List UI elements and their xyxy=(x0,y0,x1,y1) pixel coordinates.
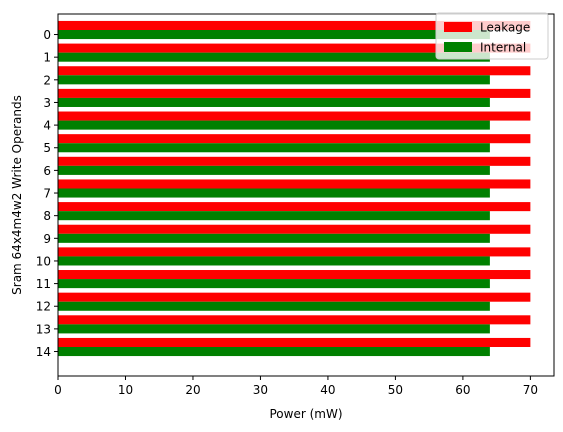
x-tick-label: 70 xyxy=(523,383,538,397)
bar-internal-2 xyxy=(58,75,490,85)
bar-leakage-0 xyxy=(58,20,531,30)
y-tick-label: 2 xyxy=(43,73,51,87)
y-tick-label: 9 xyxy=(43,232,51,246)
bar-leakage-2 xyxy=(58,66,531,76)
bar-leakage-9 xyxy=(58,224,531,234)
legend: Leakage Internal xyxy=(435,12,549,60)
bar-internal-14 xyxy=(58,347,490,357)
y-tick-label: 5 xyxy=(43,141,51,155)
bar-internal-12 xyxy=(58,301,490,311)
y-tick-label: 13 xyxy=(36,322,51,336)
y-tick-label: 6 xyxy=(43,164,51,178)
x-axis-ticks: 0 10 20 30 40 50 60 70 xyxy=(54,376,538,397)
legend-swatch-leakage xyxy=(444,22,472,32)
y-tick-label: 3 xyxy=(43,96,51,110)
plot-frame xyxy=(57,13,555,377)
y-tick-label: 8 xyxy=(43,209,51,223)
bar-internal-11 xyxy=(58,279,490,289)
bar-leakage-6 xyxy=(58,156,531,166)
bar-internal-1 xyxy=(58,52,490,62)
y-tick-label: 7 xyxy=(43,187,51,201)
bar-internal-3 xyxy=(58,97,490,107)
y-tick-label: 0 xyxy=(43,28,51,42)
bar-leakage-4 xyxy=(58,111,531,121)
bar-internal-8 xyxy=(58,211,490,221)
bar-internal-5 xyxy=(58,143,490,153)
bar-leakage-13 xyxy=(58,315,531,325)
x-tick-label: 10 xyxy=(118,383,133,397)
y-tick-label: 11 xyxy=(36,277,51,291)
x-tick-label: 30 xyxy=(253,383,268,397)
y-tick-label: 1 xyxy=(43,51,51,65)
x-tick-label: 50 xyxy=(388,383,403,397)
bar-leakage-14 xyxy=(58,337,531,347)
bar-internal-4 xyxy=(58,120,490,130)
bar-internal-0 xyxy=(58,30,490,40)
legend-label-internal: Internal xyxy=(480,41,526,55)
y-tick-label: 12 xyxy=(36,300,51,314)
bar-internal-9 xyxy=(58,233,490,243)
legend-swatch-internal xyxy=(444,42,472,52)
bar-internal-7 xyxy=(58,188,490,198)
y-tick-label: 10 xyxy=(36,254,51,268)
y-tick-label: 4 xyxy=(43,119,51,133)
x-tick-label: 0 xyxy=(54,383,62,397)
x-tick-label: 20 xyxy=(185,383,200,397)
x-tick-label: 40 xyxy=(320,383,335,397)
legend-label-leakage: Leakage xyxy=(480,21,530,35)
bar-leakage-3 xyxy=(58,88,531,98)
bars-group xyxy=(58,20,531,357)
bar-leakage-1 xyxy=(58,43,531,53)
y-axis-label: Sram 64x4m4w2 Write Operands xyxy=(10,95,24,295)
bar-leakage-7 xyxy=(58,179,531,189)
x-axis-label: Power (mW) xyxy=(269,407,342,421)
bar-leakage-8 xyxy=(58,202,531,212)
bar-internal-10 xyxy=(58,256,490,266)
bar-leakage-5 xyxy=(58,134,531,144)
y-tick-label: 14 xyxy=(36,345,51,359)
bar-leakage-10 xyxy=(58,247,531,257)
bar-leakage-12 xyxy=(58,292,531,302)
x-tick-label: 60 xyxy=(455,383,470,397)
bar-leakage-11 xyxy=(58,270,531,280)
bar-internal-13 xyxy=(58,324,490,334)
bar-internal-6 xyxy=(58,165,490,175)
